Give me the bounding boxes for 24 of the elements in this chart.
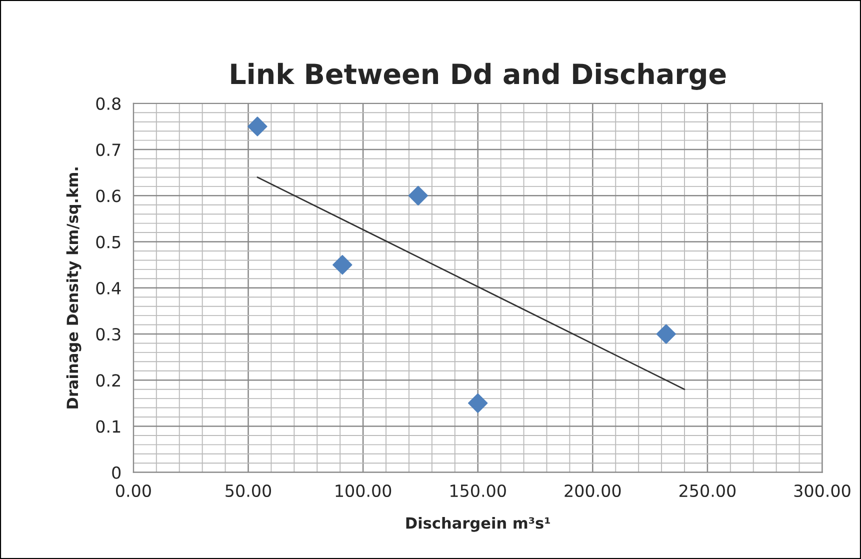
x-tick-label: 200.00 <box>564 484 621 498</box>
y-tick-label: 0.6 <box>96 190 121 202</box>
x-tick-label: 300.00 <box>794 484 850 498</box>
x-tick-label: 50.00 <box>226 484 272 498</box>
y-tick-label: 0.2 <box>96 374 120 387</box>
point <box>656 324 676 344</box>
point <box>468 393 488 414</box>
x-tick-label: 250.00 <box>680 484 736 498</box>
x-tick-label: 100.00 <box>336 484 392 498</box>
y-tick-label: 0.8 <box>96 97 121 110</box>
y-tick-label: 0.5 <box>96 236 120 248</box>
y-tick-label: 0.3 <box>96 328 120 341</box>
y-tick-label: 0.4 <box>96 282 121 294</box>
x-tick-label: 150.00 <box>450 484 506 498</box>
y-tick-label: 0.7 <box>96 143 120 156</box>
y-tick-label: 0 <box>112 466 121 479</box>
point <box>332 254 352 275</box>
x-axis-title: Dischargein m³s¹ <box>406 516 550 532</box>
point <box>408 186 428 206</box>
y-tick-label: 0.1 <box>96 420 120 433</box>
x-tick-label: 0.00 <box>116 484 151 498</box>
y-axis-title: Drainage Density km/sq.km. <box>66 168 82 408</box>
chart-title: Link Between Dd and Discharge <box>231 62 726 90</box>
point <box>248 116 268 136</box>
